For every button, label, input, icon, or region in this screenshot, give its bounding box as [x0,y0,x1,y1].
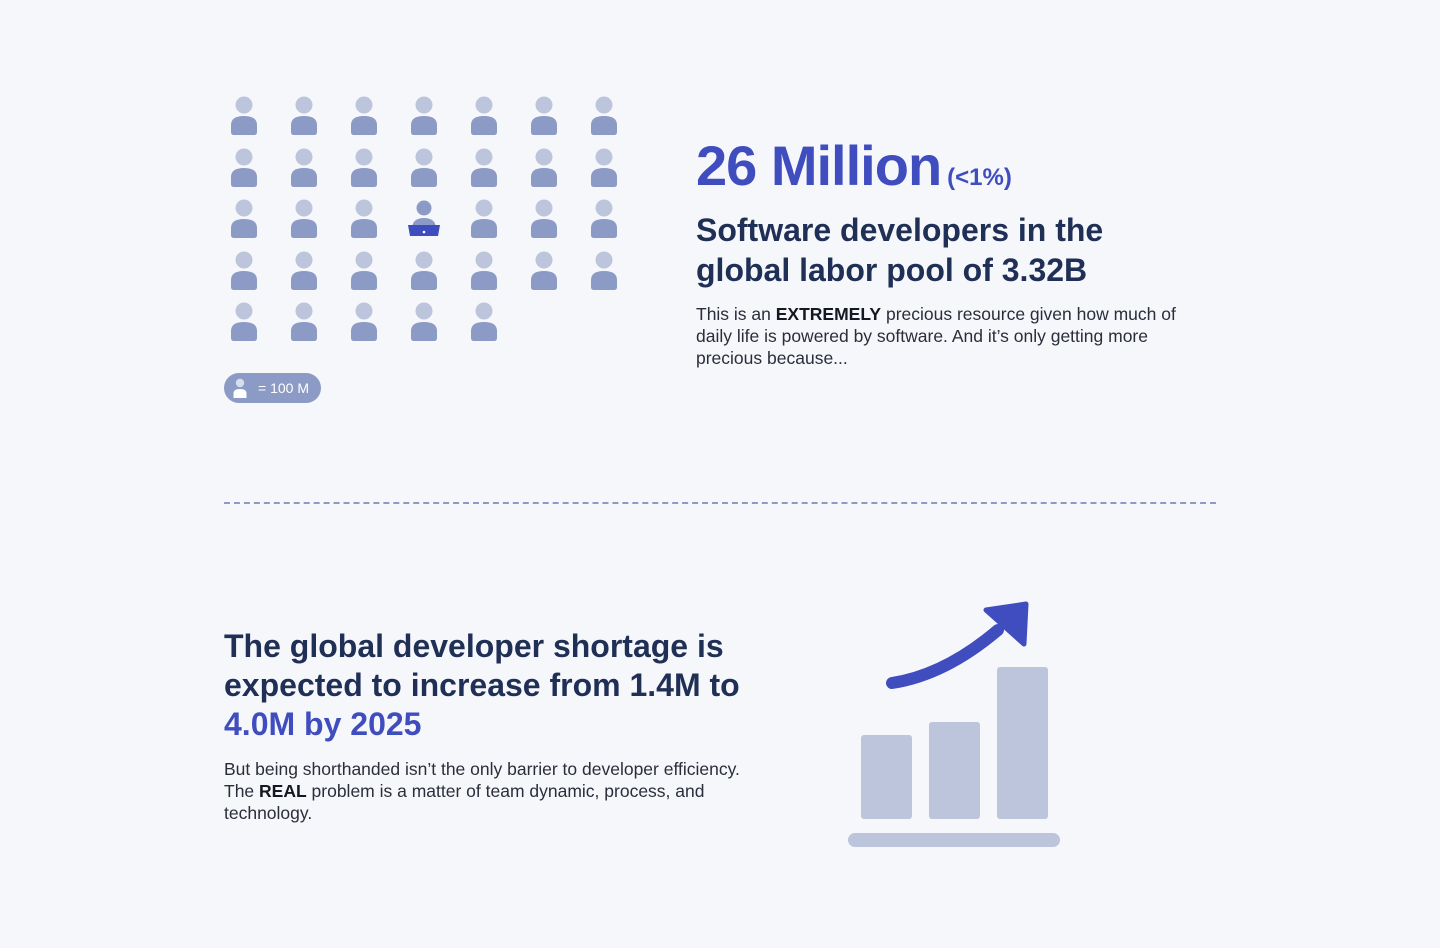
stat-subtitle: Software developers in the global labor p… [696,210,1256,290]
person-icon [591,96,617,135]
shortage-description-text-end: problem is a matter of team dynamic, pro… [224,781,705,823]
pictogram-legend: = 100 M [224,373,321,403]
person-icon [411,251,437,290]
person-icon [351,148,377,187]
stat-description-text: This is an [696,304,776,324]
person-icon [471,302,497,341]
person-icon [231,302,257,341]
shortage-description: But being shorthanded isn’t the only bar… [224,758,764,824]
person-icon [411,302,437,341]
person-icon [351,302,377,341]
person-icon [411,96,437,135]
growth-arrow-line [886,624,1004,689]
shortage-description-emphasis: REAL [259,781,307,801]
person-icon [291,199,317,238]
growth-bar [861,735,912,819]
person-icon [291,251,317,290]
person-icon [231,96,257,135]
person-icon [591,251,617,290]
person-icon [231,199,257,238]
person-icon [471,251,497,290]
stat-description-emphasis: EXTREMELY [775,304,882,324]
person-icon [291,148,317,187]
stat-subtitle-line2: global labor pool of 3.32B [696,252,1088,288]
growth-bar [997,667,1048,819]
chart-baseline [848,833,1060,847]
shortage-headline: The global developer shortage is expected… [224,627,824,744]
shortage-headline-accent: 4.0M by 2025 [224,706,422,742]
growth-chart-icon [848,601,1060,847]
person-icon [531,251,557,290]
person-icon [411,148,437,187]
stat-description: This is an EXTREMELY precious resource g… [696,303,1216,369]
stat-description-text-end: precious resource given how much of dail… [696,304,1176,368]
person-icon [591,199,617,238]
growth-arrow-head [983,601,1029,647]
person-icon [471,199,497,238]
person-icon [291,96,317,135]
stat-percent: (<1%) [947,164,1012,191]
person-icon [531,199,557,238]
developer-laptop-icon [408,200,440,236]
person-icon [351,251,377,290]
person-icon [351,96,377,135]
shortage-description-text: But being shorthanded isn’t the only bar… [224,759,740,801]
person-icon [531,148,557,187]
stat-number: 26 Million [696,134,942,197]
person-icon [233,378,247,398]
person-icon [231,148,257,187]
person-icon [591,148,617,187]
person-icon [471,148,497,187]
person-icon [351,199,377,238]
section-divider [224,502,1216,504]
shortage-headline-line2: expected to increase from 1.4M to [224,667,740,703]
stat-subtitle-line1: Software developers in the [696,212,1104,248]
legend-label: = 100 M [258,380,309,396]
person-icon [291,302,317,341]
shortage-headline-line1: The global developer shortage is [224,628,724,664]
person-icon [471,96,497,135]
developer-pictogram [224,96,624,356]
stat-value: 26 Million (<1%) [696,131,1012,213]
person-icon [531,96,557,135]
growth-bar [929,722,980,819]
person-icon [231,251,257,290]
